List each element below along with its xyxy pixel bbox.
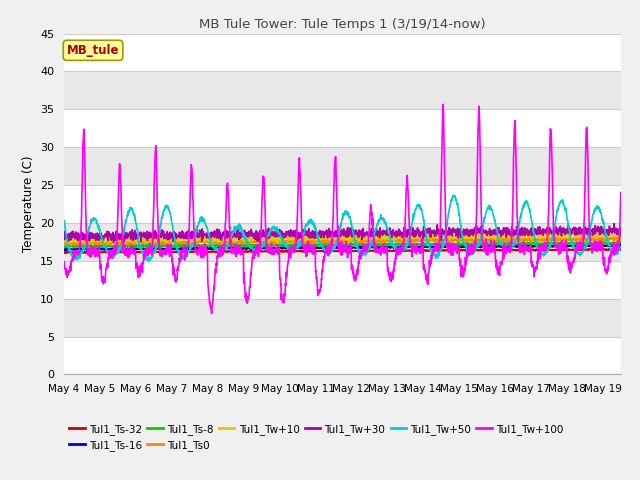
Legend: Tul1_Ts-32, Tul1_Ts-16, Tul1_Ts-8, Tul1_Ts0, Tul1_Tw+10, Tul1_Tw+30, Tul1_Tw+50,: Tul1_Ts-32, Tul1_Ts-16, Tul1_Ts-8, Tul1_…	[69, 424, 564, 451]
Bar	[64, 147, 621, 185]
Title: MB Tule Tower: Tule Temps 1 (3/19/14-now): MB Tule Tower: Tule Temps 1 (3/19/14-now…	[199, 18, 486, 31]
Bar	[64, 109, 621, 147]
Bar	[64, 299, 621, 336]
Bar	[64, 336, 621, 374]
Bar	[64, 34, 621, 72]
Text: MB_tule: MB_tule	[67, 44, 119, 57]
Bar	[64, 261, 621, 299]
Bar	[64, 185, 621, 223]
Bar	[64, 72, 621, 109]
Y-axis label: Temperature (C): Temperature (C)	[22, 156, 35, 252]
Bar	[64, 223, 621, 261]
